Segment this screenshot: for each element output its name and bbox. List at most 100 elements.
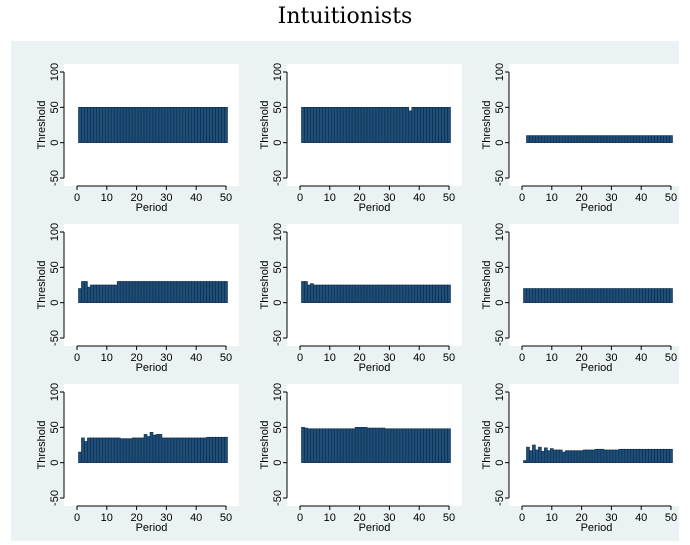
bar-period-7 [541, 288, 545, 303]
bar-period-12 [555, 288, 560, 303]
x-tick-label: 0 [519, 192, 525, 204]
bar-period-43 [426, 428, 430, 463]
bar-period-8 [544, 447, 548, 463]
bar-period-33 [173, 281, 178, 303]
y-axis-title: Threshold [36, 261, 48, 310]
bar-period-29 [606, 449, 611, 463]
bar-period-26 [152, 281, 157, 303]
bar-period-6 [316, 284, 320, 303]
bar-period-41 [642, 288, 646, 303]
bar-period-17 [125, 107, 130, 143]
x-tick-label: 50 [443, 352, 455, 364]
bar-period-25 [372, 427, 377, 463]
bar-period-43 [648, 448, 652, 463]
bar-period-23 [366, 284, 371, 303]
bar-period-38 [633, 288, 638, 303]
bar-period-1 [301, 281, 305, 303]
x-tick-label: 20 [575, 192, 587, 204]
bar-period-26 [597, 448, 602, 463]
bar-period-32 [170, 281, 175, 303]
y-tick-label: 50 [494, 421, 506, 433]
bar-period-24 [369, 427, 374, 463]
bar-period-42 [200, 107, 204, 143]
bar-period-5 [90, 437, 94, 463]
bar-period-30 [164, 281, 169, 303]
bar-period-44 [651, 448, 655, 463]
x-tick-label: 0 [74, 512, 80, 524]
bar-period-10 [105, 437, 109, 463]
x-tick-label: 30 [605, 352, 617, 364]
bar-period-10 [550, 448, 554, 463]
x-tick-label: 40 [635, 352, 647, 364]
bar-period-22 [363, 427, 368, 463]
x-tick-label: 30 [383, 192, 395, 204]
x-tick-label: 20 [130, 512, 142, 524]
bar-period-5 [313, 284, 317, 303]
bar-period-33 [396, 284, 401, 303]
bar-period-8 [99, 107, 103, 143]
bar-period-39 [636, 288, 641, 303]
bar-period-34 [176, 437, 181, 463]
x-tick-label: 20 [575, 512, 587, 524]
bar-period-36 [627, 288, 632, 303]
bar-period-49 [444, 428, 448, 463]
x-axis-title: Period [581, 362, 613, 374]
bar-period-38 [633, 135, 638, 143]
bar-period-50 [669, 448, 673, 463]
bar-period-23 [588, 449, 593, 463]
bar-period-22 [585, 135, 590, 143]
bar-period-39 [636, 448, 641, 463]
y-axis-title: Threshold [481, 261, 493, 310]
y-tick-label: -50 [272, 170, 284, 186]
plot-region [509, 64, 684, 186]
bar-period-22 [140, 281, 145, 303]
bar-period-11 [552, 449, 557, 463]
bar-period-1 [78, 288, 82, 303]
bar-period-49 [444, 284, 448, 303]
bar-period-32 [615, 288, 620, 303]
bar-period-50 [669, 288, 673, 303]
bar-period-2 [526, 446, 530, 463]
bar-period-41 [642, 135, 646, 143]
bar-period-9 [102, 107, 106, 143]
bar-period-25 [149, 431, 154, 463]
bar-period-38 [411, 428, 416, 463]
bar-period-39 [414, 284, 419, 303]
bar-period-34 [176, 107, 181, 143]
bar-period-10 [550, 288, 554, 303]
x-tick-label: 40 [190, 512, 202, 524]
bar-period-47 [438, 107, 442, 143]
bar-period-45 [209, 107, 213, 143]
bar-period-42 [200, 437, 204, 463]
x-tick-label: 0 [297, 512, 303, 524]
bar-period-11 [107, 284, 112, 303]
bar-period-45 [432, 107, 436, 143]
bar-period-5 [90, 284, 94, 303]
bar-period-17 [570, 450, 575, 463]
bar-period-29 [384, 284, 389, 303]
bar-period-43 [648, 135, 652, 143]
bar-period-28 [158, 434, 163, 463]
y-tick-label: 50 [49, 421, 61, 433]
bar-period-24 [369, 107, 374, 143]
bar-period-18 [128, 438, 133, 463]
bar-period-24 [146, 436, 151, 463]
bar-period-43 [426, 107, 430, 143]
bar-period-46 [212, 436, 216, 463]
x-tick-label: 30 [605, 192, 617, 204]
bar-period-7 [96, 107, 100, 143]
bar-period-42 [645, 288, 649, 303]
bar-period-24 [369, 284, 374, 303]
bar-period-15 [119, 107, 124, 143]
bar-period-15 [119, 438, 124, 463]
bar-period-6 [538, 288, 542, 303]
bar-period-38 [188, 281, 193, 303]
bar-period-5 [313, 107, 317, 143]
x-tick-label: 30 [160, 512, 172, 524]
bar-period-8 [322, 284, 326, 303]
bar-period-13 [336, 284, 341, 303]
bar-period-28 [381, 284, 386, 303]
bar-period-17 [348, 284, 353, 303]
bar-period-9 [547, 288, 551, 303]
bar-period-31 [167, 437, 172, 463]
